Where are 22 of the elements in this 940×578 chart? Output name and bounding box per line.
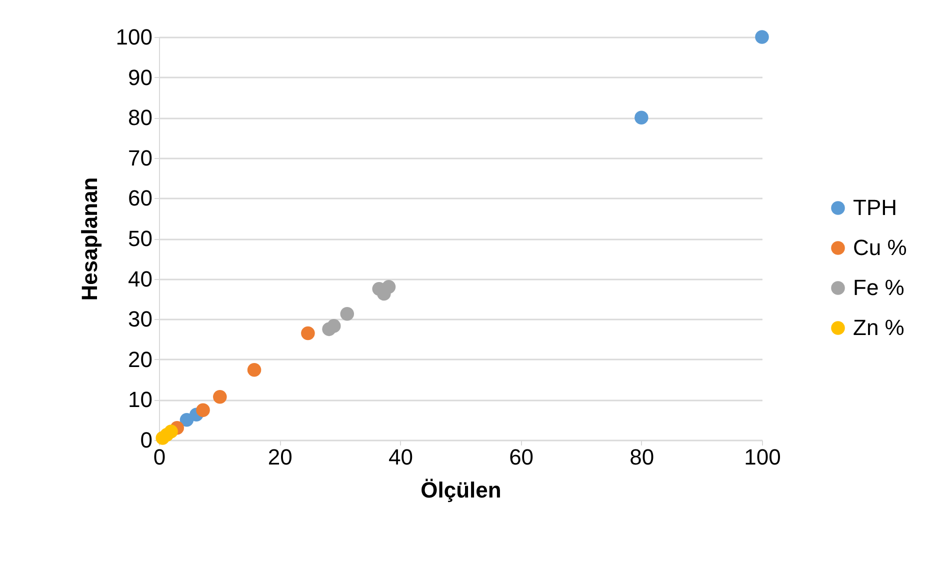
- y-tick-label: 20: [128, 346, 152, 372]
- y-tick-label: 60: [128, 186, 152, 211]
- x-tick-label: 60: [509, 444, 534, 470]
- legend-label: TPH: [853, 195, 897, 220]
- y-axis-title: Hesaplanan: [76, 177, 102, 301]
- y-tick-label: 0: [140, 428, 152, 452]
- y-tick-label: 90: [128, 64, 152, 90]
- y-tick-label: 10: [128, 387, 152, 412]
- y-tick-label: 100: [116, 24, 152, 50]
- x-axis-title: Ölçülen: [420, 478, 502, 502]
- y-tick-label: 70: [128, 145, 152, 170]
- legend-label: Cu %: [853, 235, 907, 260]
- y-tick-label: 40: [128, 266, 152, 292]
- y-tick-label: 50: [128, 226, 152, 251]
- x-tick-label: 40: [388, 444, 413, 470]
- x-tick-label: 100: [744, 444, 781, 470]
- legend-label: Fe %: [853, 275, 904, 300]
- x-tick-label: 20: [268, 444, 292, 470]
- legend-label: Zn %: [853, 315, 904, 340]
- y-tick-label: 80: [128, 105, 152, 130]
- y-tick-label: 30: [128, 306, 152, 332]
- x-tick-label: 80: [630, 444, 654, 470]
